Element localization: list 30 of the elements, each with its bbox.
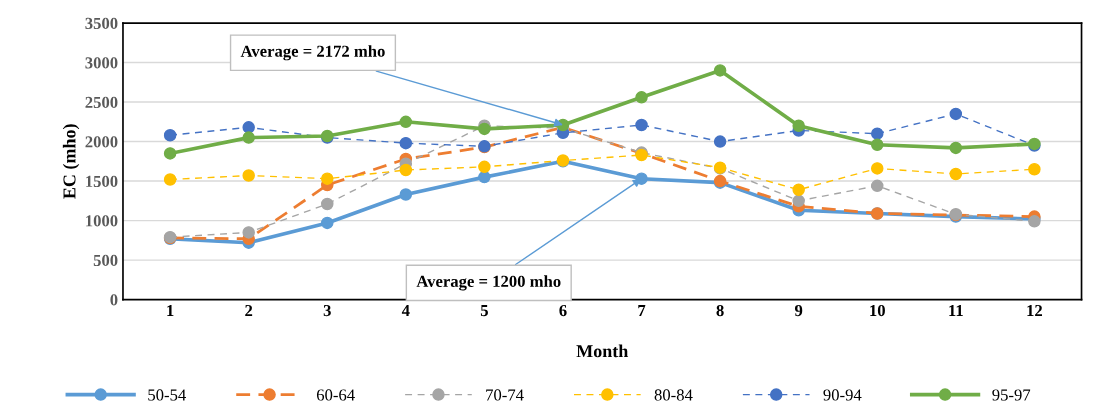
x-tick-label: 8 xyxy=(716,304,724,317)
annotation: Average = 1200 mho xyxy=(416,275,561,291)
y-tick-label: 2000 xyxy=(85,136,118,148)
legend-label: 60-64 xyxy=(316,389,355,401)
y-tick-label: 0 xyxy=(110,294,118,306)
legend-label: 95-97 xyxy=(992,389,1031,401)
y-tick-label: 2500 xyxy=(85,96,118,108)
legend-label: 70-74 xyxy=(486,389,524,401)
x-tick-label: 3 xyxy=(323,304,331,317)
legend-label: 80-84 xyxy=(654,389,693,401)
x-tick-label: 7 xyxy=(638,305,646,317)
y-tick-label: 1000 xyxy=(86,215,118,227)
x-tick-label: 2 xyxy=(245,304,253,317)
legend-label: 50-54 xyxy=(148,389,186,401)
x-tick-label: 10 xyxy=(870,304,885,317)
y-tick-label: 3500 xyxy=(85,17,118,29)
x-tick-label: 11 xyxy=(949,305,963,317)
y-axis-title: EC (mho) xyxy=(62,124,80,199)
y-tick-label: 500 xyxy=(93,254,118,267)
x-tick-label: 9 xyxy=(794,304,803,317)
x-tick-label: 4 xyxy=(401,305,410,317)
y-tick-label: 1500 xyxy=(86,175,118,188)
annotation: Average = 2172 mho xyxy=(240,45,385,61)
x-tick-label: 1 xyxy=(167,305,174,317)
x-tick-label: 6 xyxy=(559,304,567,317)
x-tick-label: 5 xyxy=(480,305,488,317)
legend-label: 90-94 xyxy=(823,389,862,401)
x-tick-label: 12 xyxy=(1027,304,1043,317)
x-axis-title: Month xyxy=(576,344,629,358)
y-tick-label: 3000 xyxy=(85,57,118,69)
